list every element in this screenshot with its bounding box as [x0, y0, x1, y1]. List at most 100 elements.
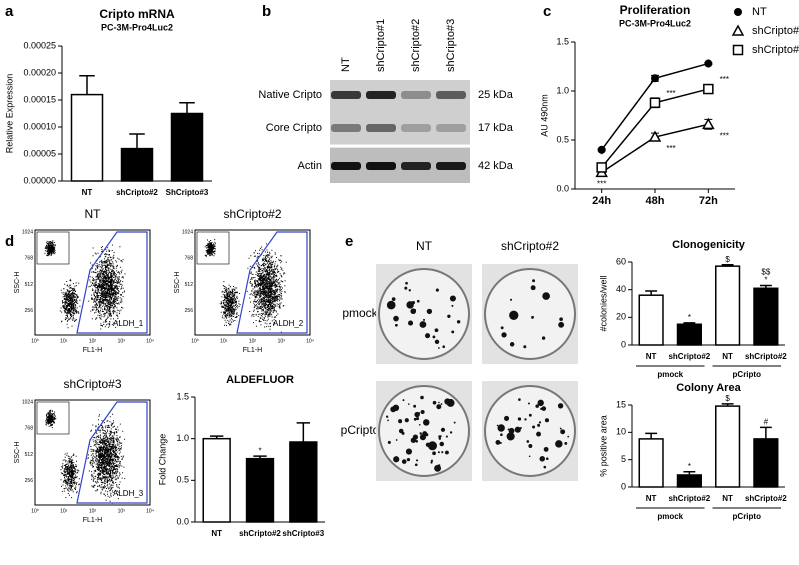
group-label: pCripto	[733, 370, 762, 379]
flow-title: shCripto#2	[223, 207, 281, 221]
flow-x-tick-label: 10¹	[60, 508, 68, 514]
y-tick-label: 15	[616, 399, 626, 409]
error-bar	[721, 264, 734, 267]
chart-title: Colony Area	[676, 382, 741, 394]
plate	[484, 268, 576, 360]
y-axis-label: AU 490nm	[539, 94, 549, 137]
legend-label: NT	[752, 6, 767, 18]
x-tick-label: ShCripto#3	[166, 188, 209, 197]
point	[704, 59, 713, 68]
y-tick-label: 0.00020	[23, 67, 56, 77]
y-tick-label: 0.0	[176, 516, 189, 526]
bar	[70, 93, 104, 182]
flow-x-label: FL1-H	[83, 517, 102, 524]
y-axis-label: Fold Change	[157, 434, 167, 486]
flow-y-tick-label: 1024	[22, 399, 33, 405]
flow-inset-events	[45, 409, 57, 429]
flow-gate-label: ALDH_2	[273, 319, 304, 328]
x-tick-label: shCripto#2	[668, 352, 710, 361]
flow-x-tick-label: 10²	[89, 508, 97, 514]
blot-band	[401, 124, 431, 132]
y-axis-label: Relative Expression	[4, 74, 14, 154]
point	[596, 162, 607, 173]
y-tick-label: 0.00000	[23, 175, 56, 185]
flow-y-tick-label: 512	[185, 282, 194, 288]
x-tick-label: NT	[722, 352, 733, 361]
chart-subtitle: PC-3M-Pro4Luc2	[101, 22, 173, 32]
group-label: pmock	[657, 512, 683, 521]
x-tick-label: shCripto#3	[282, 529, 324, 538]
significance: #	[764, 418, 769, 427]
flow-x-label: FL1-H	[243, 347, 262, 354]
row-label: pmock	[342, 306, 378, 320]
x-tick-label: 48h	[646, 195, 665, 207]
error-bar	[79, 74, 95, 95]
x-tick-label: NT	[722, 494, 733, 503]
error-bar	[683, 470, 696, 475]
y-axis-label: #colonies/well	[598, 275, 608, 331]
y-tick-label: 0.5	[556, 134, 569, 144]
flow-y-tick-label: 768	[25, 426, 34, 432]
significance: *	[258, 446, 261, 455]
blot-band	[331, 91, 361, 99]
blot-band	[331, 162, 361, 170]
panel-label: e	[345, 233, 353, 250]
bar	[170, 112, 204, 182]
error-bar	[209, 435, 224, 439]
y-tick-label: 5	[621, 454, 626, 464]
bar	[715, 405, 741, 488]
y-tick-label: 0.00005	[23, 148, 56, 158]
point	[703, 83, 714, 95]
error-bar	[296, 422, 311, 442]
y-tick-label: 1.0	[556, 85, 569, 95]
blot-band	[436, 162, 466, 170]
y-tick-label: 0.00010	[23, 121, 56, 131]
bar	[245, 457, 275, 523]
lane-label: shCripto#2	[410, 19, 422, 72]
x-tick-label: NT	[211, 529, 222, 538]
bar	[676, 323, 702, 346]
flow-y-label: SSC-H	[14, 272, 21, 294]
error-bar	[129, 133, 145, 149]
significance: ***	[666, 144, 675, 153]
row-label: Native Cripto	[258, 89, 322, 101]
blot-band	[436, 124, 466, 132]
significance: ***	[597, 179, 606, 188]
flow-x-tick-label: 10²	[249, 338, 257, 344]
bar	[120, 147, 154, 182]
x-tick-label: NT	[646, 494, 657, 503]
y-tick-label: 40	[616, 284, 626, 294]
y-tick-label: 10	[616, 427, 626, 437]
chart-title: Proliferation	[620, 3, 691, 17]
point	[649, 97, 661, 109]
panel-label: d	[5, 233, 14, 250]
legend-label: shCripto#3	[752, 44, 799, 56]
flow-y-label: SSC-H	[174, 272, 181, 294]
flow-x-tick-label: 10²	[89, 338, 97, 344]
panel-label: a	[5, 3, 14, 20]
significance: ***	[720, 75, 729, 84]
x-tick-label: shCripto#2	[668, 494, 710, 503]
flow-y-tick-label: 256	[185, 308, 194, 314]
y-tick-label: 1.0	[176, 433, 189, 443]
plate	[378, 385, 470, 477]
y-tick-label: 0.0	[556, 183, 569, 193]
row-label: pCripto	[341, 423, 380, 437]
blot-band	[366, 162, 396, 170]
lane-label: shCripto#3	[445, 19, 457, 72]
flow-y-label: SSC-H	[14, 442, 21, 464]
colonies	[500, 279, 565, 349]
x-tick-label: shCripto#2	[745, 352, 787, 361]
band-size: 17 kDa	[478, 122, 514, 134]
flow-y-tick-label: 256	[25, 308, 34, 314]
flow-y-tick-label: 512	[25, 282, 34, 288]
error-bar	[645, 290, 658, 296]
significance: *	[688, 462, 691, 471]
flow-x-tick-label: 10³	[118, 338, 126, 344]
y-tick-label: 0	[621, 339, 626, 349]
flow-y-tick-label: 512	[25, 452, 34, 458]
flow-x-tick-label: 10⁴	[146, 508, 154, 514]
blot-band	[366, 91, 396, 99]
legend-label: shCripto#2	[752, 25, 799, 37]
